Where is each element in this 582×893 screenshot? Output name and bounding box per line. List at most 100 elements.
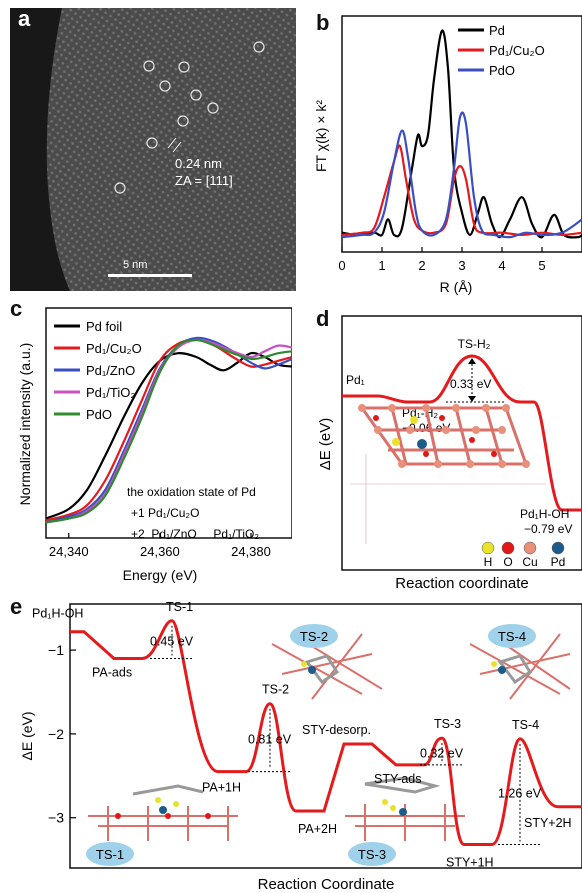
barrier-label-ts-h2: 0.33 eV (450, 377, 491, 391)
structure-tag-ts-3 (348, 842, 396, 866)
state-label-ts-h2: TS-H₂ (458, 337, 491, 351)
state-label-pd1: Pd₁ (346, 373, 365, 387)
chart-c-ylabel: Normalized intensity (a.u.) (17, 343, 33, 506)
state-label-sty-ads: STY-ads (374, 772, 421, 786)
atom-legend-label-h: H (484, 555, 493, 569)
chart-d-frame (341, 315, 582, 571)
atom-legend-label-pd: Pd (551, 555, 566, 569)
state-label-pa-1h: PA+1H (202, 781, 241, 795)
chart-c-xlabel: Energy (eV) (123, 567, 198, 583)
legend-label-pd-cu-o: Pd₁/Cu₂O (86, 341, 142, 356)
legend-label-pd: Pd (489, 23, 505, 38)
chart-d-profile-line (342, 354, 582, 512)
state-label-pd1h-oh: Pd₁H-OH (520, 507, 569, 521)
atom-circle (178, 61, 190, 73)
legend-label-pd-zno: Pd₁/ZnO (86, 363, 135, 378)
oxidation-note-plus2: +2 Pd₁/ZnO Pd₁/TiO₂ (131, 527, 259, 541)
chart-e: −1 −2 −3 Pd₁H-OH PA-ads TS-1 0.45 eV PA+1H TS-2… (19, 600, 582, 893)
scalebar (108, 274, 192, 277)
y-tick-label: −3 (48, 810, 64, 826)
barrier-label-ts-1: 0.45 eV (150, 635, 194, 649)
chart-b-ylabel: FT χ(k) × k² (313, 100, 329, 172)
y-tick-label: −1 (48, 642, 64, 658)
chart-d-xlabel: Reaction coordinate (395, 575, 528, 592)
legend-label-pd-cu-o: Pd₁/Cu₂O (489, 43, 545, 58)
structure-tag-ts-2 (290, 624, 338, 648)
structure-tag-ts-1 (86, 842, 134, 866)
tem-image-panel: 0.24 nm ZA = [111] 5 nm (10, 8, 296, 291)
lattice-spacing-label: 0.24 nm (175, 156, 222, 171)
state-label-sty-1h: STY+1H (446, 856, 494, 870)
x-tick-label: 3 (458, 258, 465, 273)
series-line-pd-tio (45, 338, 292, 524)
structure-tag-ts-4 (488, 624, 536, 648)
state-label-sty-desorp: STY-desorp. (302, 723, 371, 737)
state-value-pd1h-oh: −0.79 eV (524, 522, 572, 536)
atom-legend-swatch-pd (551, 541, 565, 555)
chart-d: Pd₁ Pd₁-H₂ −0.06 eV TS-H₂ 0.33 eV Pd₁H-O… (317, 315, 582, 592)
x-tick-label: 24,340 (49, 544, 89, 559)
structure-tag-label: TS-1 (96, 847, 124, 862)
lattice-spacing-mark (172, 141, 182, 153)
atom-circle (190, 89, 202, 101)
structure-models-e (88, 633, 571, 841)
x-tick-label: 5 (538, 258, 545, 273)
dark-edge-region (10, 8, 70, 291)
oxidation-note-plus1: +1 Pd₁/Cu₂O (131, 506, 199, 520)
barrier-arrow-head (468, 396, 476, 402)
state-label-pa-2h: PA+2H (298, 822, 337, 836)
atom-legend-label-o: O (503, 555, 512, 569)
state-label-ts-2: TS-2 (262, 683, 289, 697)
chart-c: 24,340 24,360 24,380 Pd foil Pd₁/Cu₂O Pd₁/Zn… (17, 307, 292, 583)
series-line-pd (341, 29, 582, 239)
chart-c-frame (45, 307, 292, 539)
barrier-arrow-head (468, 358, 476, 364)
x-tick-label: 0 (338, 258, 345, 273)
atom-circle (146, 137, 158, 149)
barrier-label-ts-2: 0.81 eV (248, 733, 292, 747)
series-line-pd-cu-o (45, 338, 292, 522)
lattice-region (10, 8, 296, 291)
chart-d-ylabel: ΔE (eV) (317, 418, 334, 471)
chart-e-ylabel: ΔE (eV) (19, 711, 35, 760)
atom-circle (143, 60, 155, 72)
chart-b-xlabel: R (Å) (440, 279, 473, 295)
atom-circle (177, 115, 189, 127)
state-label-sty-2h: STY+2H (524, 816, 572, 830)
atom-circle (114, 182, 126, 194)
structure-tag-label: TS-4 (498, 629, 526, 644)
state-label-ts-3: TS-3 (434, 717, 461, 731)
atom-legend-swatch-cu (523, 541, 537, 555)
chart-e-xlabel: Reaction Coordinate (258, 876, 395, 893)
legend-label-pdo: PdO (489, 63, 515, 78)
atom-circle (159, 80, 171, 92)
barrier-label-ts-3: 0.32 eV (420, 747, 464, 761)
x-tick-label: 24,360 (140, 544, 180, 559)
x-tick-label: 1 (378, 258, 385, 273)
series-line-pdo (45, 338, 292, 524)
x-tick-label: 2 (418, 258, 425, 273)
atom-legend-swatch-o (501, 541, 515, 555)
panel-label-a: a (18, 6, 31, 31)
panel-label-e: e (10, 594, 23, 619)
legend-label-pdo: PdO (86, 407, 112, 422)
legend-label-pd-tio: Pd₁/TiO₂ (86, 385, 135, 400)
chart-e-frame (69, 603, 582, 869)
oxidation-note-title: the oxidation state of Pd (127, 485, 256, 499)
y-tick-label: −2 (48, 726, 64, 742)
legend-label-pd-foil: Pd foil (86, 319, 122, 334)
scalebar-label: 5 nm (123, 259, 147, 271)
state-label-ts-4: TS-4 (512, 718, 539, 732)
state-label-ts-1: TS-1 (166, 600, 193, 614)
chart-e-profile-line (70, 619, 582, 846)
atom-legend-label-cu: Cu (522, 555, 537, 569)
state-label-pa-ads: PA-ads (92, 665, 132, 679)
x-tick-label: 24,380 (231, 544, 271, 559)
zone-axis-label: ZA = [111] (175, 173, 233, 188)
tem-image: 0.24 nm ZA = [111] 5 nm (10, 8, 296, 291)
barrier-label-ts-4: 1.26 eV (498, 787, 542, 801)
state-label-pd-h-oh: Pd₁H-OH (32, 607, 83, 621)
panel-label-c: c (10, 296, 23, 321)
chart-b: 0 1 2 3 4 5 R (Å) FT χ(k) × k² Pd Pd₁/Cu₂O PdO (313, 15, 582, 295)
structure-tag-label: TS-2 (300, 629, 328, 644)
